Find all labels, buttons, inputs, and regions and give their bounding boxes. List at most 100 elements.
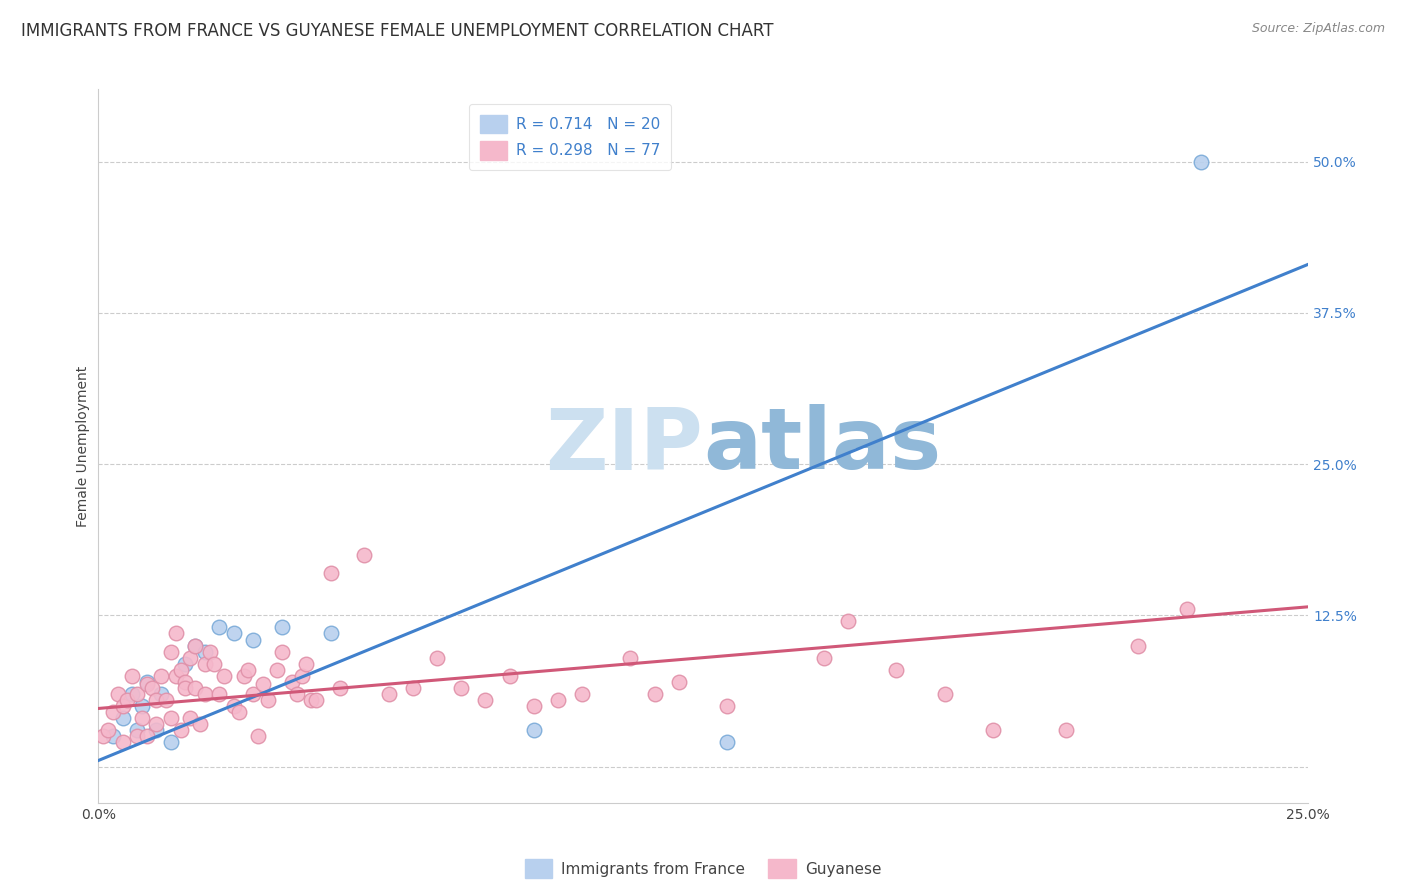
Point — [188, 717, 211, 731]
Point — [194, 657, 217, 671]
Point — [619, 650, 641, 665]
Point — [179, 650, 201, 665]
Point — [208, 620, 231, 634]
Point — [141, 681, 163, 695]
Point — [242, 632, 264, 647]
Point — [135, 729, 157, 743]
Point — [174, 674, 197, 689]
Point — [208, 687, 231, 701]
Point — [145, 723, 167, 738]
Point — [184, 639, 207, 653]
Legend: Immigrants from France, Guyanese: Immigrants from France, Guyanese — [519, 854, 887, 884]
Point — [305, 693, 328, 707]
Point — [319, 626, 342, 640]
Point — [644, 687, 666, 701]
Point — [242, 687, 264, 701]
Point — [101, 705, 124, 719]
Point — [111, 711, 134, 725]
Point — [131, 699, 153, 714]
Point — [426, 650, 449, 665]
Text: ZIP: ZIP — [546, 404, 703, 488]
Point — [150, 669, 173, 683]
Point — [111, 699, 134, 714]
Point — [101, 729, 124, 743]
Point — [198, 645, 221, 659]
Point — [934, 687, 956, 701]
Point — [238, 663, 260, 677]
Point — [716, 699, 738, 714]
Point — [402, 681, 425, 695]
Point — [271, 620, 294, 634]
Point — [523, 723, 546, 738]
Point — [160, 711, 183, 725]
Point — [377, 687, 399, 701]
Point — [498, 669, 520, 683]
Point — [981, 723, 1004, 738]
Point — [121, 669, 143, 683]
Point — [184, 681, 207, 695]
Point — [222, 626, 245, 640]
Point — [145, 693, 167, 707]
Point — [295, 657, 318, 671]
Point — [184, 639, 207, 653]
Point — [1128, 639, 1150, 653]
Point — [174, 657, 197, 671]
Point — [886, 663, 908, 677]
Point — [837, 615, 859, 629]
Point — [252, 677, 274, 691]
Point — [194, 687, 217, 701]
Point — [204, 657, 226, 671]
Point — [160, 735, 183, 749]
Text: IMMIGRANTS FROM FRANCE VS GUYANESE FEMALE UNEMPLOYMENT CORRELATION CHART: IMMIGRANTS FROM FRANCE VS GUYANESE FEMAL… — [21, 22, 773, 40]
Point — [169, 723, 191, 738]
Point — [474, 693, 496, 707]
Point — [127, 687, 149, 701]
Point — [319, 566, 342, 580]
Point — [1054, 723, 1077, 738]
Point — [160, 645, 183, 659]
Point — [716, 735, 738, 749]
Point — [169, 663, 191, 677]
Point — [668, 674, 690, 689]
Point — [290, 669, 312, 683]
Point — [131, 711, 153, 725]
Point — [150, 687, 173, 701]
Text: Source: ZipAtlas.com: Source: ZipAtlas.com — [1251, 22, 1385, 36]
Point — [450, 681, 472, 695]
Point — [212, 669, 235, 683]
Point — [813, 650, 835, 665]
Point — [179, 711, 201, 725]
Point — [135, 677, 157, 691]
Point — [174, 681, 197, 695]
Point — [165, 626, 187, 640]
Point — [135, 674, 157, 689]
Text: atlas: atlas — [703, 404, 941, 488]
Point — [1189, 154, 1212, 169]
Point — [121, 687, 143, 701]
Y-axis label: Female Unemployment: Female Unemployment — [76, 366, 90, 526]
Point — [571, 687, 593, 701]
Point — [111, 735, 134, 749]
Point — [329, 681, 352, 695]
Point — [232, 669, 254, 683]
Point — [281, 674, 304, 689]
Point — [127, 729, 149, 743]
Point — [155, 693, 177, 707]
Point — [127, 723, 149, 738]
Point — [247, 729, 270, 743]
Point — [523, 699, 546, 714]
Point — [222, 699, 245, 714]
Point — [1175, 602, 1198, 616]
Point — [353, 548, 375, 562]
Point — [228, 705, 250, 719]
Point — [285, 687, 308, 701]
Point — [194, 645, 217, 659]
Point — [266, 663, 288, 677]
Point — [117, 693, 139, 707]
Point — [107, 687, 129, 701]
Point — [547, 693, 569, 707]
Point — [271, 645, 294, 659]
Point — [165, 669, 187, 683]
Point — [145, 717, 167, 731]
Point — [256, 693, 278, 707]
